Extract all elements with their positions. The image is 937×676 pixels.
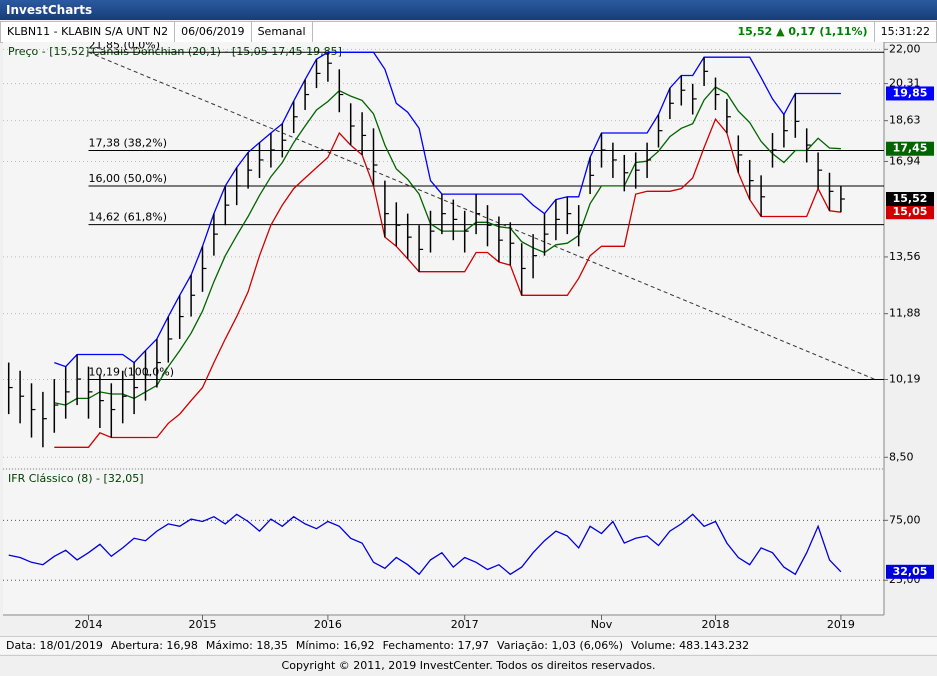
value-tag-label: 15,05 xyxy=(893,205,928,218)
fib-label: 21,85 (0,0%) xyxy=(89,42,161,51)
fib-label: 17,38 (38,2%) xyxy=(89,136,168,149)
y-tick-label: 18,63 xyxy=(889,114,921,127)
period[interactable]: Semanal xyxy=(252,22,313,42)
footer-detail: Máximo: 18,35 xyxy=(205,639,288,652)
y-tick-label: 11,88 xyxy=(889,307,921,320)
channel-line xyxy=(54,86,841,406)
fib-label: 14,62 (61,8%) xyxy=(89,211,168,224)
date[interactable]: 06/06/2019 xyxy=(175,22,252,42)
y-tick-label: 16,94 xyxy=(889,154,921,167)
info-bar: KLBN11 - KLABIN S/A UNT N2 06/06/2019 Se… xyxy=(0,21,937,43)
title-bar: InvestCharts xyxy=(0,0,937,20)
channel-line xyxy=(54,51,841,368)
x-tick-label: 2016 xyxy=(314,618,342,631)
symbol[interactable]: KLBN11 - KLABIN S/A UNT N2 xyxy=(1,22,176,42)
value-tag xyxy=(886,86,934,101)
value-tag xyxy=(886,564,934,579)
price-panel xyxy=(3,42,884,468)
x-tick-label: 2015 xyxy=(189,618,217,631)
value-tag-label: 17,45 xyxy=(893,142,928,155)
footer-detail: Mínimo: 16,92 xyxy=(295,639,375,652)
footer-detail: Volume: 483.143.232 xyxy=(631,639,750,652)
footer-detail: Data: 18/01/2019 xyxy=(6,639,103,652)
x-tick-label: 2019 xyxy=(827,618,855,631)
app-title: InvestCharts xyxy=(6,3,93,17)
x-tick-label: 2017 xyxy=(451,618,479,631)
footer-detail: Variação: 1,03 (6,06%) xyxy=(497,639,623,652)
footer-detail: Abertura: 16,98 xyxy=(110,639,198,652)
y-tick-label: 22,00 xyxy=(889,42,921,55)
value-tag xyxy=(886,205,934,220)
value-tag xyxy=(886,141,934,156)
channel-legend: Canais Donchian (20,1) - [15,05 17,45 19… xyxy=(92,45,342,58)
value-tag xyxy=(886,192,934,207)
chart: Preço - [15,52] Canais Donchian (20,1) -… xyxy=(3,42,934,631)
footer: Data: 18/01/2019 Abertura: 16,98 Máximo: 1… xyxy=(0,636,937,654)
y-tick-label: 8,50 xyxy=(889,450,914,463)
quote: 15,52 ▲ 0,17 (1,11%) xyxy=(731,22,875,42)
fib-label: 10,19 (100,0%) xyxy=(89,365,175,378)
fib-label: 16,00 (50,0%) xyxy=(89,172,168,185)
rsi-legend: IFR Clássico (8) - [32,05] xyxy=(8,472,144,485)
y-tick-label: 10,19 xyxy=(889,372,921,385)
price-legend: Preço - [15,52] xyxy=(8,45,89,58)
channel-line xyxy=(54,117,841,448)
y-tick-label: 20,31 xyxy=(889,77,921,90)
value-tag-label: 19,85 xyxy=(893,86,928,99)
trend-line xyxy=(88,51,876,380)
x-tick-label: Nov xyxy=(591,618,613,631)
rsi-line xyxy=(8,513,842,576)
y-tick-label: 75,00 xyxy=(889,513,921,526)
rsi-panel xyxy=(3,470,884,615)
time: 15:31:22 xyxy=(880,25,930,38)
value-tag-label: 15,52 xyxy=(893,192,928,205)
x-tick-label: 2014 xyxy=(75,618,103,631)
x-tick-label: 2018 xyxy=(702,618,730,631)
copyright: Copyright © 2011, 2019 InvestCenter. Tod… xyxy=(0,655,937,676)
value-tag-label: 32,05 xyxy=(893,565,928,578)
y-tick-label: 13,56 xyxy=(889,250,921,263)
footer-detail: Fechamento: 17,97 xyxy=(382,639,490,652)
